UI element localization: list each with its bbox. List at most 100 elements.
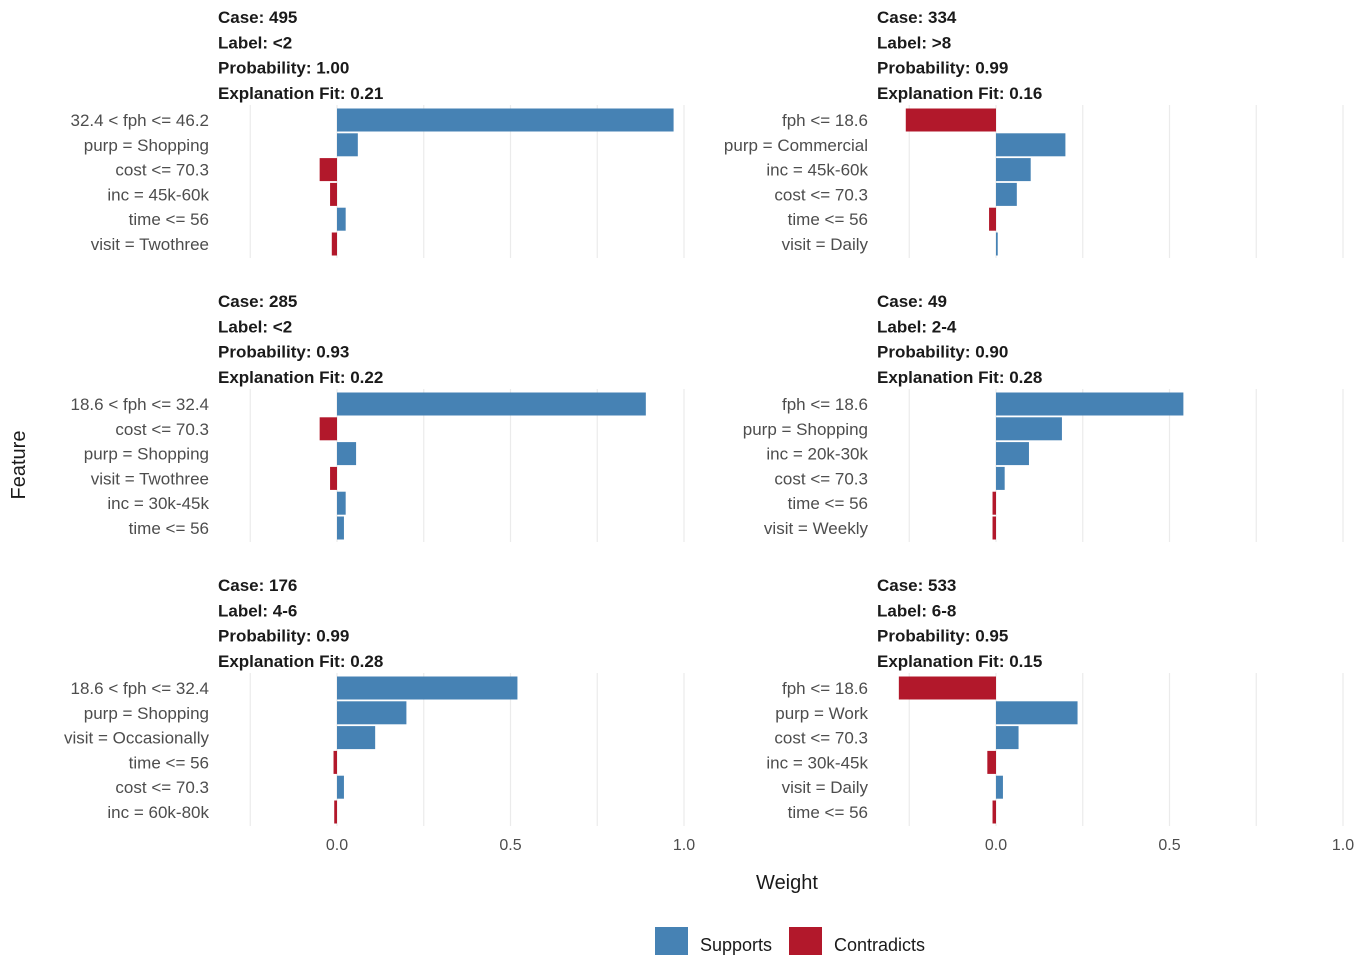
bar bbox=[333, 750, 337, 774]
feature-label: purp = Shopping bbox=[84, 704, 209, 723]
panel-probability: Probability: 1.00 bbox=[218, 59, 349, 78]
bar bbox=[337, 676, 518, 700]
panel-4: Case: 49 Label: 2-4 Probability: 0.90 Expla… bbox=[743, 292, 1344, 542]
panel-probability: Probability: 0.90 bbox=[877, 343, 1008, 362]
x-tick-label: 0.5 bbox=[499, 837, 521, 854]
panel-label: Label: <2 bbox=[218, 33, 292, 52]
bar bbox=[337, 726, 376, 750]
bar bbox=[337, 442, 357, 466]
bar bbox=[337, 133, 358, 157]
legend-swatch bbox=[789, 927, 822, 955]
bar bbox=[330, 182, 337, 206]
feature-label: 32.4 < fph <= 46.2 bbox=[71, 111, 209, 130]
feature-label: time <= 56 bbox=[788, 210, 868, 229]
x-tick-label: 0.5 bbox=[1158, 837, 1180, 854]
feature-label: purp = Shopping bbox=[84, 136, 209, 155]
feature-label: cost <= 70.3 bbox=[115, 778, 209, 797]
panel-2: Case: 334 Label: >8 Probability: 0.99 Expla… bbox=[724, 8, 1344, 258]
panel-case: Case: 334 bbox=[877, 8, 957, 27]
bar bbox=[987, 750, 996, 774]
bar bbox=[337, 516, 344, 540]
panel-label: Label: <2 bbox=[218, 317, 292, 336]
feature-label: visit = Twothree bbox=[91, 235, 209, 254]
legend-label: Contradicts bbox=[834, 935, 925, 955]
feature-label: visit = Occasionally bbox=[64, 729, 210, 748]
panel-case: Case: 495 bbox=[218, 8, 297, 27]
feature-label: visit = Weekly bbox=[764, 519, 869, 538]
panel-3: Case: 285 Label: <2 Probability: 0.93 Expla… bbox=[71, 292, 685, 542]
feature-label: cost <= 70.3 bbox=[774, 469, 868, 488]
bar bbox=[992, 491, 996, 515]
feature-label: cost <= 70.3 bbox=[115, 420, 209, 439]
panel-fit: Explanation Fit: 0.28 bbox=[218, 652, 383, 671]
x-tick-label: 0.0 bbox=[326, 837, 348, 854]
panel-6: Case: 533 Label: 6-8 Probability: 0.95 Expl… bbox=[766, 576, 1354, 854]
bar bbox=[319, 158, 337, 182]
bar bbox=[319, 417, 337, 441]
feature-label: inc = 45k-60k bbox=[766, 161, 868, 180]
x-tick-label: 1.0 bbox=[1332, 837, 1354, 854]
panel-fit: Explanation Fit: 0.16 bbox=[877, 84, 1042, 103]
bar bbox=[337, 207, 346, 231]
feature-label: 18.6 < fph <= 32.4 bbox=[71, 395, 209, 414]
bar bbox=[337, 392, 646, 416]
legend: Supports Contradicts bbox=[655, 927, 925, 955]
feature-label: inc = 45k-60k bbox=[107, 185, 209, 204]
feature-label: fph <= 18.6 bbox=[782, 679, 868, 698]
panel-probability: Probability: 0.93 bbox=[218, 343, 349, 362]
bar bbox=[898, 676, 996, 700]
panel-fit: Explanation Fit: 0.22 bbox=[218, 368, 383, 387]
bar bbox=[334, 800, 337, 824]
bar bbox=[996, 442, 1029, 466]
feature-label: time <= 56 bbox=[129, 753, 209, 772]
feature-label: time <= 56 bbox=[788, 494, 868, 513]
panel-1: Case: 495 Label: <2 Probability: 1.00 Expla… bbox=[71, 8, 685, 258]
x-tick-label: 0.0 bbox=[985, 837, 1007, 854]
feature-label: time <= 56 bbox=[129, 519, 209, 538]
legend-label: Supports bbox=[700, 935, 772, 955]
bar bbox=[996, 417, 1062, 441]
bar bbox=[996, 133, 1066, 157]
panel-5: Case: 176 Label: 4-6 Probability: 0.99 Expl… bbox=[64, 576, 695, 854]
y-axis-title: Feature bbox=[8, 431, 30, 500]
feature-label: purp = Work bbox=[775, 704, 868, 723]
panel-label: Label: 6-8 bbox=[877, 601, 956, 620]
panel-label: Label: 4-6 bbox=[218, 601, 297, 620]
bar bbox=[992, 516, 996, 540]
feature-label: cost <= 70.3 bbox=[774, 185, 868, 204]
feature-label: visit = Daily bbox=[782, 235, 869, 254]
bar bbox=[337, 491, 346, 515]
feature-label: inc = 30k-45k bbox=[107, 494, 209, 513]
panel-case: Case: 176 bbox=[218, 576, 297, 595]
panels: Case: 495 Label: <2 Probability: 1.00 Expla… bbox=[64, 8, 1354, 854]
feature-label: visit = Daily bbox=[782, 778, 869, 797]
panel-fit: Explanation Fit: 0.28 bbox=[877, 368, 1042, 387]
feature-label: time <= 56 bbox=[129, 210, 209, 229]
bar bbox=[337, 775, 344, 799]
panel-fit: Explanation Fit: 0.15 bbox=[877, 652, 1042, 671]
bar bbox=[996, 466, 1005, 490]
panel-fit: Explanation Fit: 0.21 bbox=[218, 84, 383, 103]
panel-probability: Probability: 0.95 bbox=[877, 627, 1008, 646]
feature-label: purp = Shopping bbox=[84, 445, 209, 464]
bar bbox=[330, 466, 337, 490]
feature-label: inc = 60k-80k bbox=[107, 803, 209, 822]
panel-probability: Probability: 0.99 bbox=[877, 59, 1008, 78]
panel-label: Label: 2-4 bbox=[877, 317, 957, 336]
bar bbox=[996, 775, 1003, 799]
feature-label: cost <= 70.3 bbox=[774, 729, 868, 748]
feature-label: 18.6 < fph <= 32.4 bbox=[71, 679, 209, 698]
feature-label: time <= 56 bbox=[788, 803, 868, 822]
legend-swatch bbox=[655, 927, 688, 955]
panel-label: Label: >8 bbox=[877, 33, 951, 52]
bar bbox=[996, 392, 1184, 416]
feature-label: inc = 30k-45k bbox=[766, 753, 868, 772]
feature-label: inc = 20k-30k bbox=[766, 445, 868, 464]
feature-label: cost <= 70.3 bbox=[115, 161, 209, 180]
bar bbox=[992, 800, 996, 824]
feature-label: fph <= 18.6 bbox=[782, 111, 868, 130]
feature-label: purp = Commercial bbox=[724, 136, 868, 155]
feature-label: purp = Shopping bbox=[743, 420, 868, 439]
bar bbox=[337, 108, 674, 132]
